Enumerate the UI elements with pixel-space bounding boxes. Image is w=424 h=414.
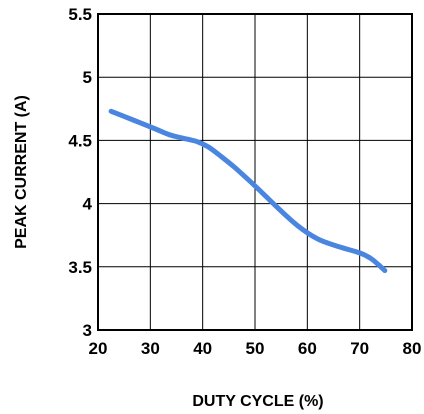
x-tick-label: 50 — [246, 339, 265, 358]
plot-frame — [97, 13, 413, 331]
series-line-0 — [108, 108, 388, 274]
x-tick-labels: 20 30 40 50 60 70 80 — [89, 339, 422, 358]
x-tick-label: 60 — [298, 339, 317, 358]
y-axis-label: PEAK CURRENT (A) — [13, 95, 30, 249]
x-tick-label: 20 — [89, 339, 108, 358]
y-tick-label: 3 — [83, 321, 92, 340]
x-axis-label: DUTY CYCLE (%) — [192, 393, 323, 410]
y-tick-label: 4.5 — [68, 131, 92, 150]
x-tick-label: 70 — [350, 339, 369, 358]
y-tick-label: 3.5 — [68, 258, 92, 277]
series-layer — [108, 108, 388, 274]
y-tick-label: 5.5 — [68, 5, 92, 24]
y-tick-labels: 3 3.5 4 4.5 5 5.5 — [68, 5, 92, 340]
x-tick-label: 80 — [403, 339, 422, 358]
x-tick-label: 30 — [141, 339, 160, 358]
y-tick-label: 5 — [83, 68, 92, 87]
grid — [98, 14, 412, 330]
y-tick-label: 4 — [83, 195, 93, 214]
x-tick-label: 40 — [193, 339, 212, 358]
